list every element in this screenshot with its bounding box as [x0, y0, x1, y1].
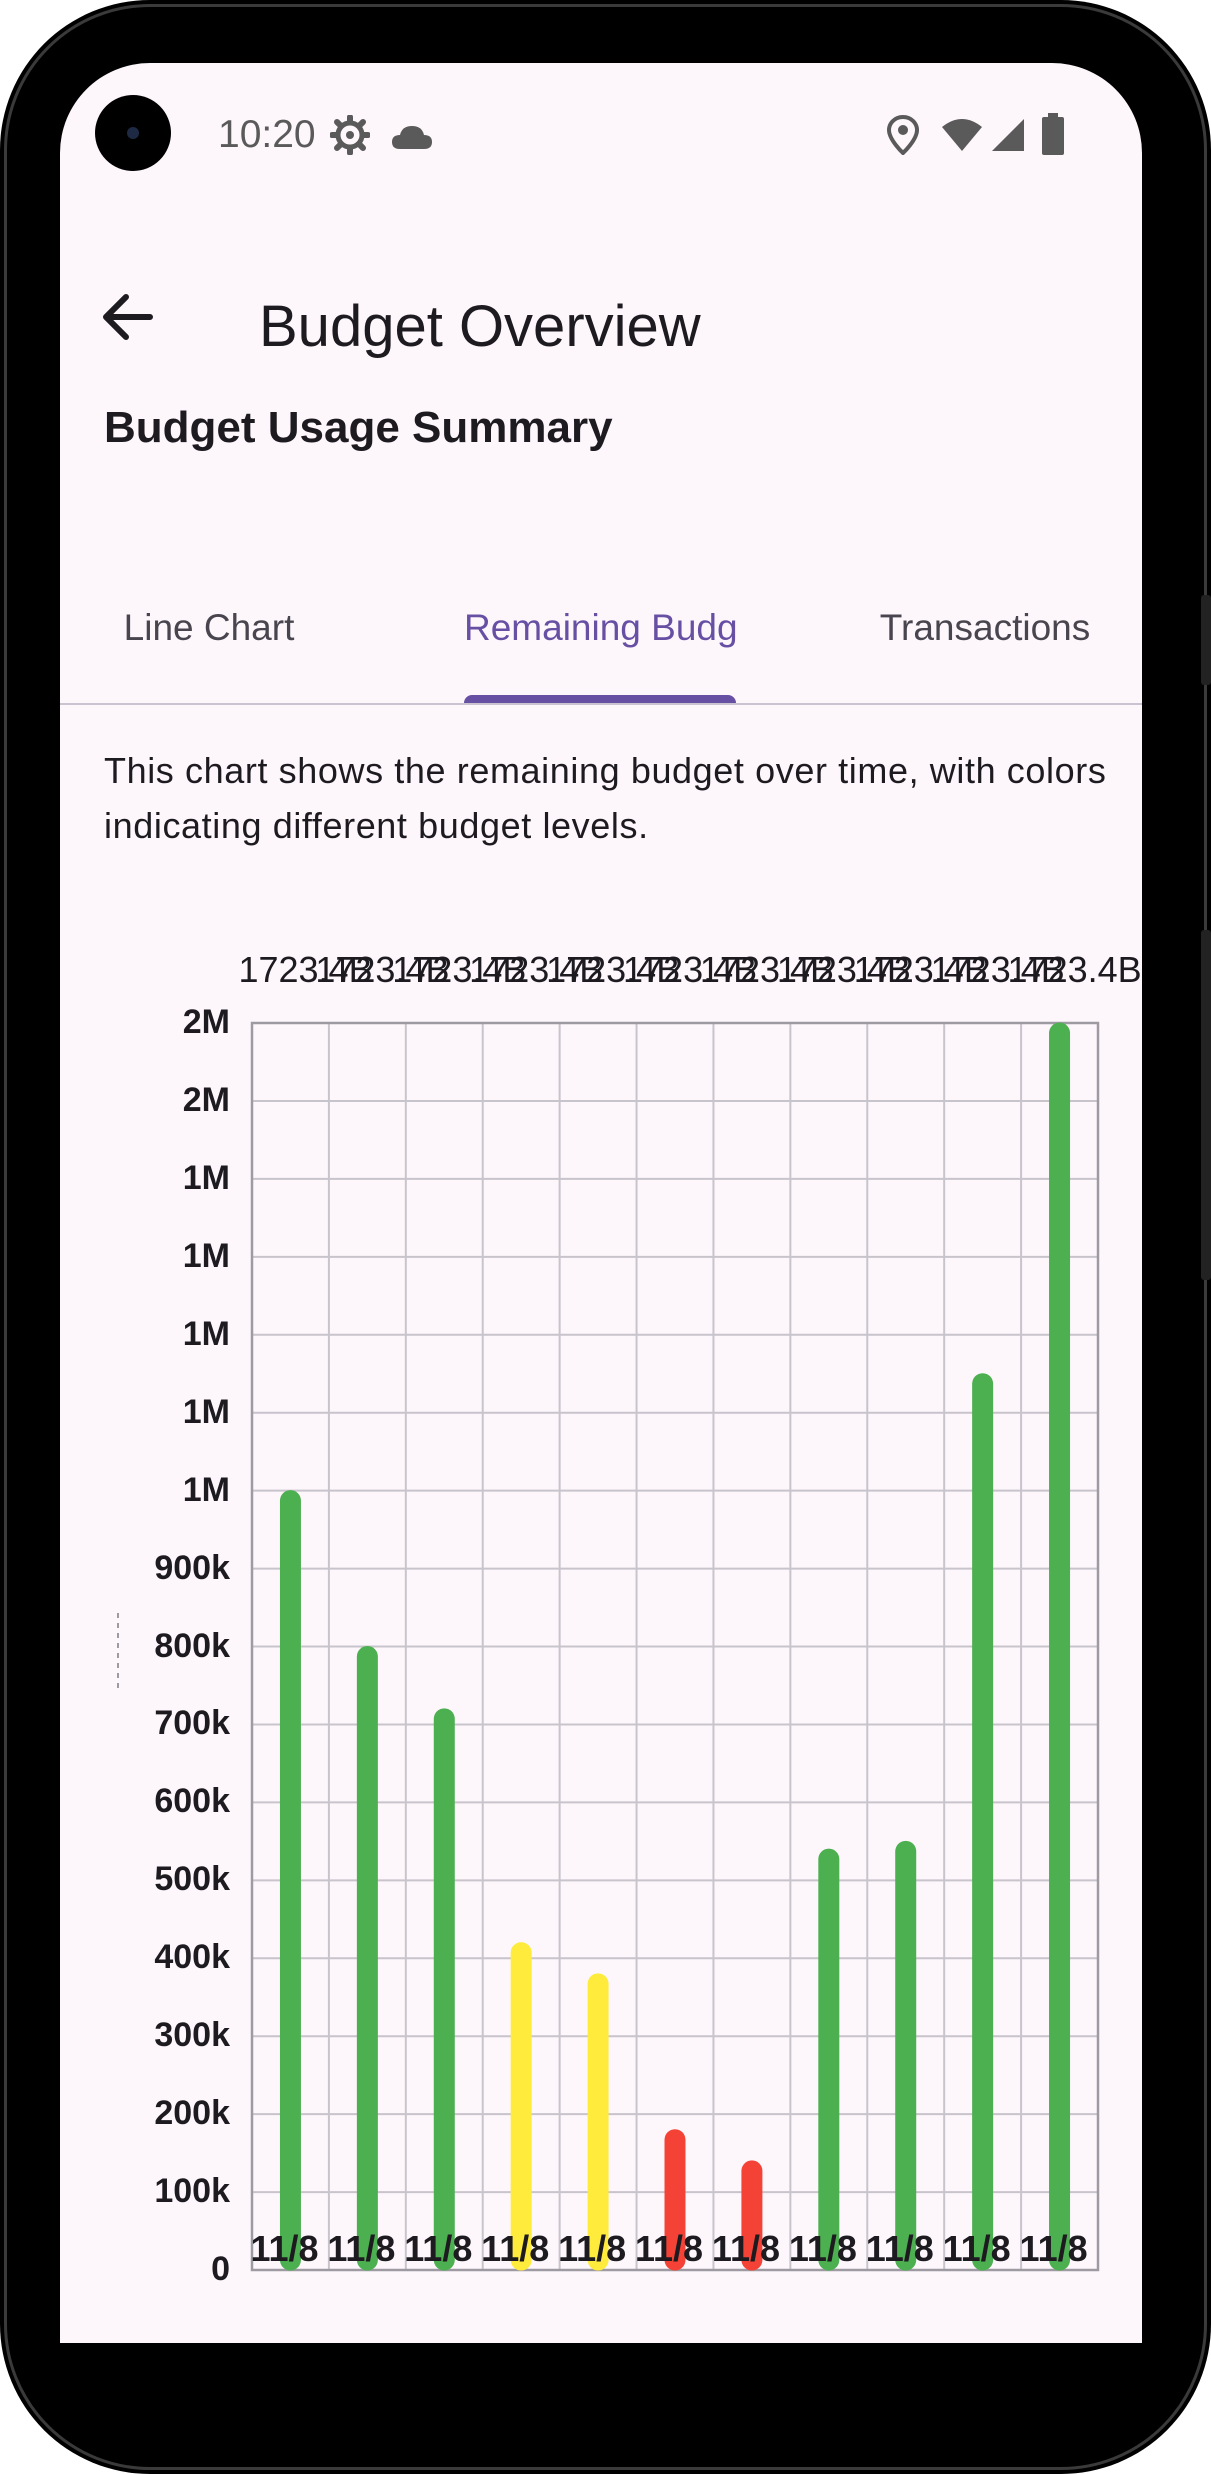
top-value-label: 1723.4B	[469, 949, 604, 990]
x-tick-label: 11/8	[558, 2228, 627, 2269]
tab-bar: Line Chart Remaining Budget Transactions	[60, 553, 1142, 705]
app-bar: Budget Overview	[60, 233, 1142, 383]
top-value-label: 1723.4B	[238, 949, 373, 990]
tab-transactions[interactable]: Transactions	[879, 607, 1091, 648]
status-bar: 10:20	[60, 63, 1142, 213]
top-value-label: 1723.4B	[1007, 949, 1142, 990]
cloud-icon	[392, 126, 432, 149]
x-tick-label: 11/8	[481, 2228, 550, 2269]
x-tick-label: 11/8	[404, 2228, 473, 2269]
x-tick-label: 11/8	[327, 2228, 396, 2269]
app-screen: 10:20	[60, 63, 1142, 2343]
top-axis-labels: 1723.4B 1723.4B 1723.4B 1723.4B 1723.4B 1723.…	[60, 923, 1142, 990]
wifi-icon	[942, 119, 982, 151]
x-tick-label: 11/8	[250, 2228, 319, 2269]
status-time: 10:20	[218, 113, 316, 156]
location-icon	[886, 115, 920, 155]
tab-line-chart[interactable]: Line Chart	[123, 607, 295, 648]
y-tick-label: 2M	[182, 1080, 230, 1119]
y-tick-label: 0	[211, 2250, 230, 2288]
volume-button	[1201, 595, 1211, 685]
y-tick-label: 1M	[182, 1314, 230, 1353]
top-value-label: 1723.4B	[392, 949, 527, 990]
settings-gear-icon	[330, 115, 370, 155]
y-tick-label: 400k	[154, 1938, 230, 1977]
x-tick-label: 11/8	[1019, 2228, 1088, 2269]
signal-icon	[992, 119, 1024, 151]
active-tab-indicator	[464, 695, 736, 703]
section-title: Budget Usage Summary	[104, 403, 613, 452]
top-value-label: 1723.4B	[546, 949, 681, 990]
page-title: Budget Overview	[259, 294, 701, 359]
power-button	[1201, 930, 1211, 1280]
x-tick-label: 11/8	[788, 2228, 857, 2269]
y-tick-label: 900k	[154, 1548, 230, 1587]
y-tick-label: 600k	[154, 1782, 230, 1821]
top-value-label: 1723.4B	[699, 949, 835, 990]
y-tick-label: 300k	[154, 2016, 230, 2055]
top-value-label: 1723.4B	[315, 949, 450, 990]
x-tick-label: 11/8	[635, 2228, 704, 2269]
x-tick-label: 11/8	[942, 2228, 1011, 2269]
front-camera	[95, 95, 171, 171]
y-tick-label: 1M	[182, 1392, 230, 1431]
top-value-label: 1723.4B	[776, 949, 911, 990]
top-value-label: 1723.4B	[853, 949, 988, 990]
y-tick-label: 700k	[154, 1704, 230, 1743]
y-tick-label: 500k	[154, 1860, 230, 1899]
bar-plot-area	[117, 1021, 1100, 2272]
y-tick-label: 200k	[154, 2094, 230, 2133]
arrow-back-icon[interactable]	[90, 277, 170, 357]
x-tick-label: 11/8	[865, 2228, 934, 2269]
chart-description: This chart shows the remaining budget ov…	[104, 750, 1107, 846]
tab-remaining-budget[interactable]: Remaining Budget	[464, 607, 736, 648]
y-tick-label: 1M	[182, 1158, 230, 1197]
x-tick-label: 11/8	[711, 2228, 780, 2269]
y-tick-label: 2M	[182, 1003, 230, 1041]
top-value-label: 1723.4B	[930, 949, 1065, 990]
battery-icon	[1042, 113, 1064, 155]
top-value-label: 1723.4B	[623, 949, 758, 990]
y-tick-label: 1M	[182, 1470, 230, 1509]
y-tick-label: 1M	[182, 1236, 230, 1275]
y-tick-label: 100k	[154, 2172, 230, 2211]
y-tick-label: 800k	[154, 1626, 230, 1665]
remaining-budget-chart: 1723.4B 1723.4B 1723.4B 1723.4B 1723.4B 1723.…	[60, 923, 1142, 2343]
